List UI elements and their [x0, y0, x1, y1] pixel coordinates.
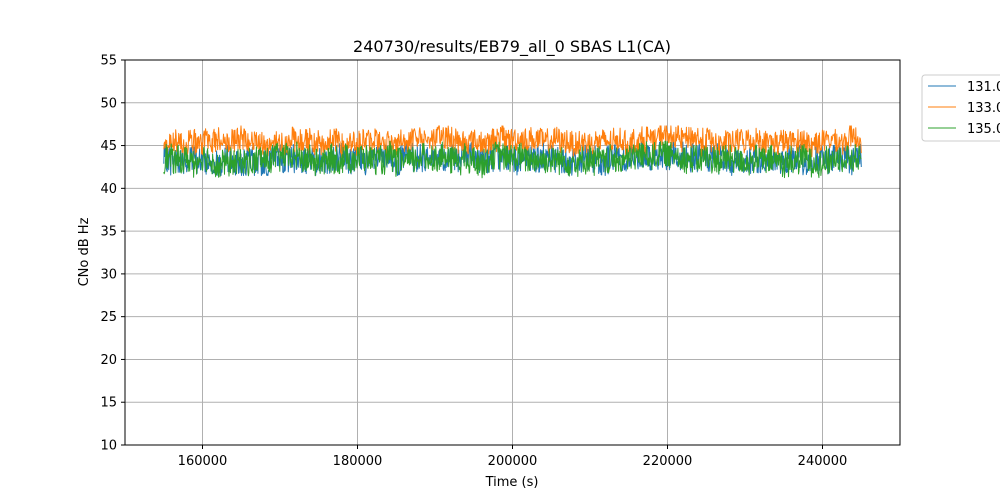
y-tick-label-2: 20: [100, 353, 117, 368]
y-tick-label-5: 35: [100, 225, 117, 240]
chart-title: 240730/results/EB79_all_0 SBAS L1(CA): [353, 37, 671, 57]
y-tick-label-6: 40: [100, 182, 117, 197]
x-axis: 160000 180000 200000 220000 240000: [178, 445, 848, 469]
legend-label-135.0: 135.0: [967, 122, 1000, 137]
y-tick-label-7: 45: [100, 139, 117, 154]
y-tick-label-3: 25: [100, 310, 117, 325]
y-tick-label-8: 50: [100, 96, 117, 111]
x-tick-label-1: 180000: [333, 454, 383, 469]
series-line-133.0: [163, 125, 862, 159]
x-axis-label: Time (s): [485, 475, 539, 490]
y-axis: 10 15 20 25 30 35 40 45 50 55: [100, 54, 125, 454]
legend-label-131.0: 131.0: [967, 80, 1000, 95]
y-tick-label-0: 10: [100, 439, 117, 454]
y-tick-label-1: 15: [100, 396, 117, 411]
x-tick-label-4: 240000: [798, 454, 848, 469]
x-tick-label-3: 220000: [643, 454, 693, 469]
y-tick-label-9: 55: [100, 54, 117, 69]
legend: 131.0 133.0 135.0: [921, 74, 1000, 142]
series-layer: [163, 125, 862, 179]
x-tick-label-0: 160000: [178, 454, 228, 469]
y-tick-label-4: 30: [100, 267, 117, 282]
legend-box: [921, 74, 1000, 142]
y-axis-label: CNo dB Hz: [77, 217, 92, 286]
series-line-135.0: [163, 140, 862, 179]
x-tick-label-2: 200000: [488, 454, 538, 469]
legend-label-133.0: 133.0: [967, 101, 1000, 116]
